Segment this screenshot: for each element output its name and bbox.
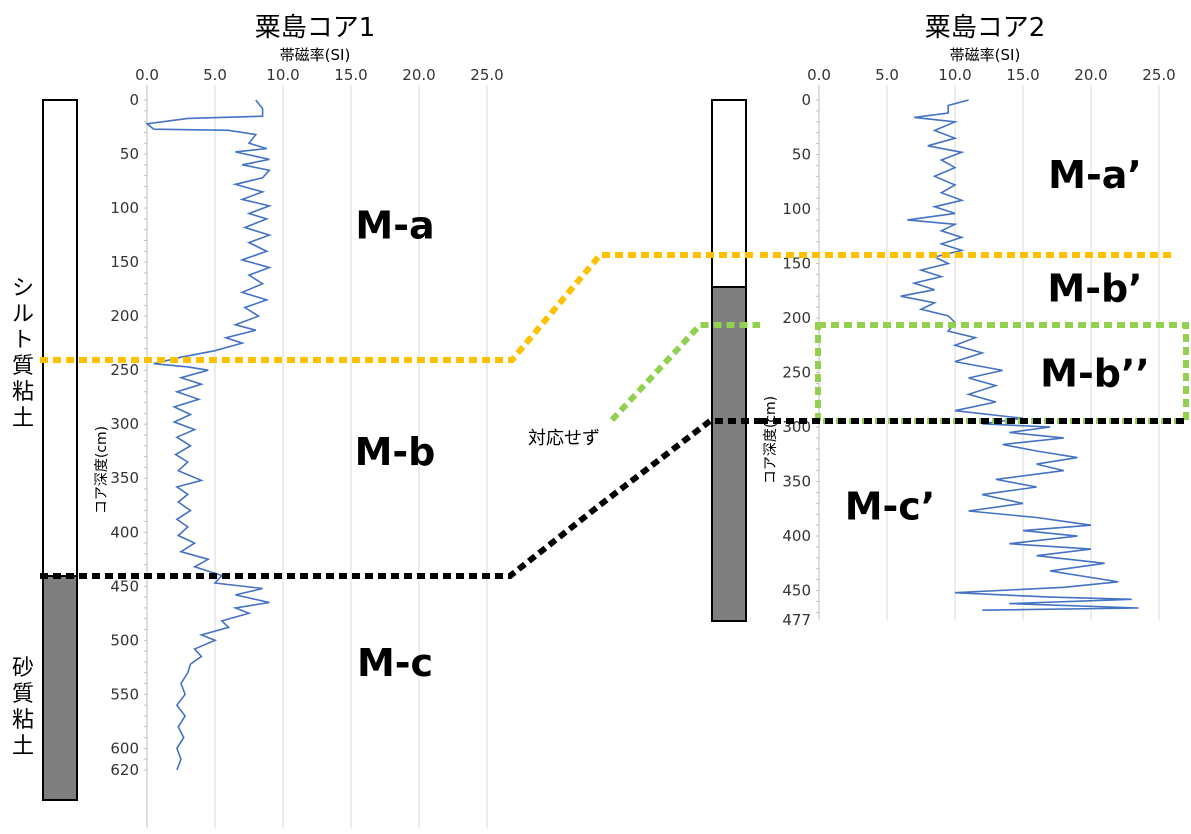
unit-label: M-b’’: [1040, 352, 1150, 396]
chart1-lithology-label-silty-clay: シルト質粘土: [12, 276, 34, 431]
chart2-series-line: [900, 99, 1139, 611]
chart1-y-tick-label: 200: [110, 307, 139, 325]
chart1-y-tick-label: 620: [110, 761, 139, 779]
chart1-x-tick-label: 25.0: [470, 66, 503, 84]
chart1-lithology-label-sandy-clay: 砂質粘土: [12, 656, 34, 759]
chart2-plot-area: [819, 100, 1159, 620]
chart2-x-tick-label: 15.0: [1006, 66, 1039, 84]
unit-label: M-c: [357, 641, 433, 685]
chart2-y-tick-label: 400: [782, 527, 811, 545]
chart1-x-tick-label: 20.0: [402, 66, 435, 84]
chart2-x-tick-label: 10.0: [938, 66, 971, 84]
chart-core2: 粟島コア2 帯磁率(SI) 0.0 5.0 10.0 15.0 20.0 25.0 0 50…: [711, 13, 1176, 629]
chart1-y-tick-label: 300: [110, 415, 139, 433]
chart2-y-tick-label: 477: [782, 611, 811, 629]
chart2-x-tick-label: 0.0: [807, 66, 831, 84]
chart1-x-tick-label: 5.0: [203, 66, 227, 84]
chart1-x-tick-label: 15.0: [334, 66, 367, 84]
chart2-unit-labels: M-a’ M-b’ M-b’’ M-c’: [845, 153, 1150, 528]
chart1-lithology-column: [42, 99, 78, 801]
chart1-y-tick-label: 500: [110, 631, 139, 649]
chart1-silty-clay-column: [42, 99, 78, 577]
chart1-y-tick-label: 0: [129, 91, 139, 109]
chart1-x-tick-label: 10.0: [266, 66, 299, 84]
yellow-correlation-line: [40, 252, 755, 363]
chart2-y-tick-label: 200: [782, 309, 811, 327]
chart1-x-tick-label: 0.0: [135, 66, 159, 84]
unit-label: M-a’: [1048, 153, 1142, 197]
chart1-title: 粟島コア1: [255, 13, 376, 43]
chart1-y-tick-label: 600: [110, 739, 139, 757]
chart1-x-ticks: 0.0 5.0 10.0 15.0 20.0 25.0: [135, 66, 504, 84]
chart1-y-tick-label: 100: [110, 199, 139, 217]
chart2-x-axis-title: 帯磁率(SI): [950, 46, 1021, 64]
chart2-y-tick-label: 100: [782, 200, 811, 218]
chart1-series-line: [145, 99, 273, 771]
chart1-y-axis-title: コア深度(cm): [94, 426, 110, 514]
chart1-plot-area: [147, 100, 487, 828]
chart1-x-axis-title: 帯磁率(SI): [280, 46, 351, 64]
chart2-x-ticks: 0.0 5.0 10.0 15.0 20.0 25.0: [807, 66, 1176, 84]
no-correspondence-note: 対応せず: [528, 428, 600, 449]
unit-label: M-b: [355, 430, 436, 474]
chart2-lithology-column: [711, 99, 747, 622]
chart1-y-tick-label: 150: [110, 253, 139, 271]
chart2-x-tick-label: 5.0: [875, 66, 899, 84]
unit-label: M-b’: [1047, 267, 1142, 311]
chart1-y-tick-label: 350: [110, 469, 139, 487]
chart2-y-tick-label: 150: [782, 255, 811, 273]
unit-label: M-a: [355, 203, 434, 247]
chart1-y-tick-label: 50: [120, 145, 139, 163]
black-correlation-line: [40, 418, 760, 579]
green-correlation-line: [609, 322, 760, 423]
chart2-green-box: [815, 322, 1189, 424]
chart1-unit-labels: M-a M-b M-c: [355, 203, 436, 685]
chart1-grid: [144, 85, 488, 828]
chart2-y-tick-label: 50: [792, 146, 811, 164]
chart1-y-ticks: 0 50 100 150 200 250 300 350 400 450 500 550 600 620: [110, 91, 139, 779]
chart2-title: 粟島コア2: [925, 13, 1046, 43]
chart1-y-tick-label: 450: [110, 577, 139, 595]
chart2-x-tick-label: 25.0: [1142, 66, 1175, 84]
chart2-y-axis-title: コア深度(cm): [763, 396, 779, 484]
chart1-sandy-clay-column: [42, 575, 78, 801]
chart2-x-tick-label: 20.0: [1074, 66, 1107, 84]
chart2-y-tick-label: 450: [782, 582, 811, 600]
chart1-y-tick-label: 550: [110, 685, 139, 703]
chart2-lower-column: [711, 286, 747, 622]
chart-core1: 粟島コア1 帯磁率(SI) 0.0 5.0 10.0 15.0 20.0 25.0 0 50…: [12, 13, 504, 828]
chart2-y-tick-label: 0: [801, 91, 811, 109]
chart2-upper-column: [711, 99, 747, 288]
unit-label: M-c’: [845, 485, 936, 529]
correlation-lines: 対応せず: [40, 252, 1189, 579]
chart1-y-tick-label: 250: [110, 361, 139, 379]
chart2-y-tick-label: 250: [782, 364, 811, 382]
chart1-y-tick-label: 400: [110, 523, 139, 541]
chart2-y-tick-label: 350: [782, 473, 811, 491]
